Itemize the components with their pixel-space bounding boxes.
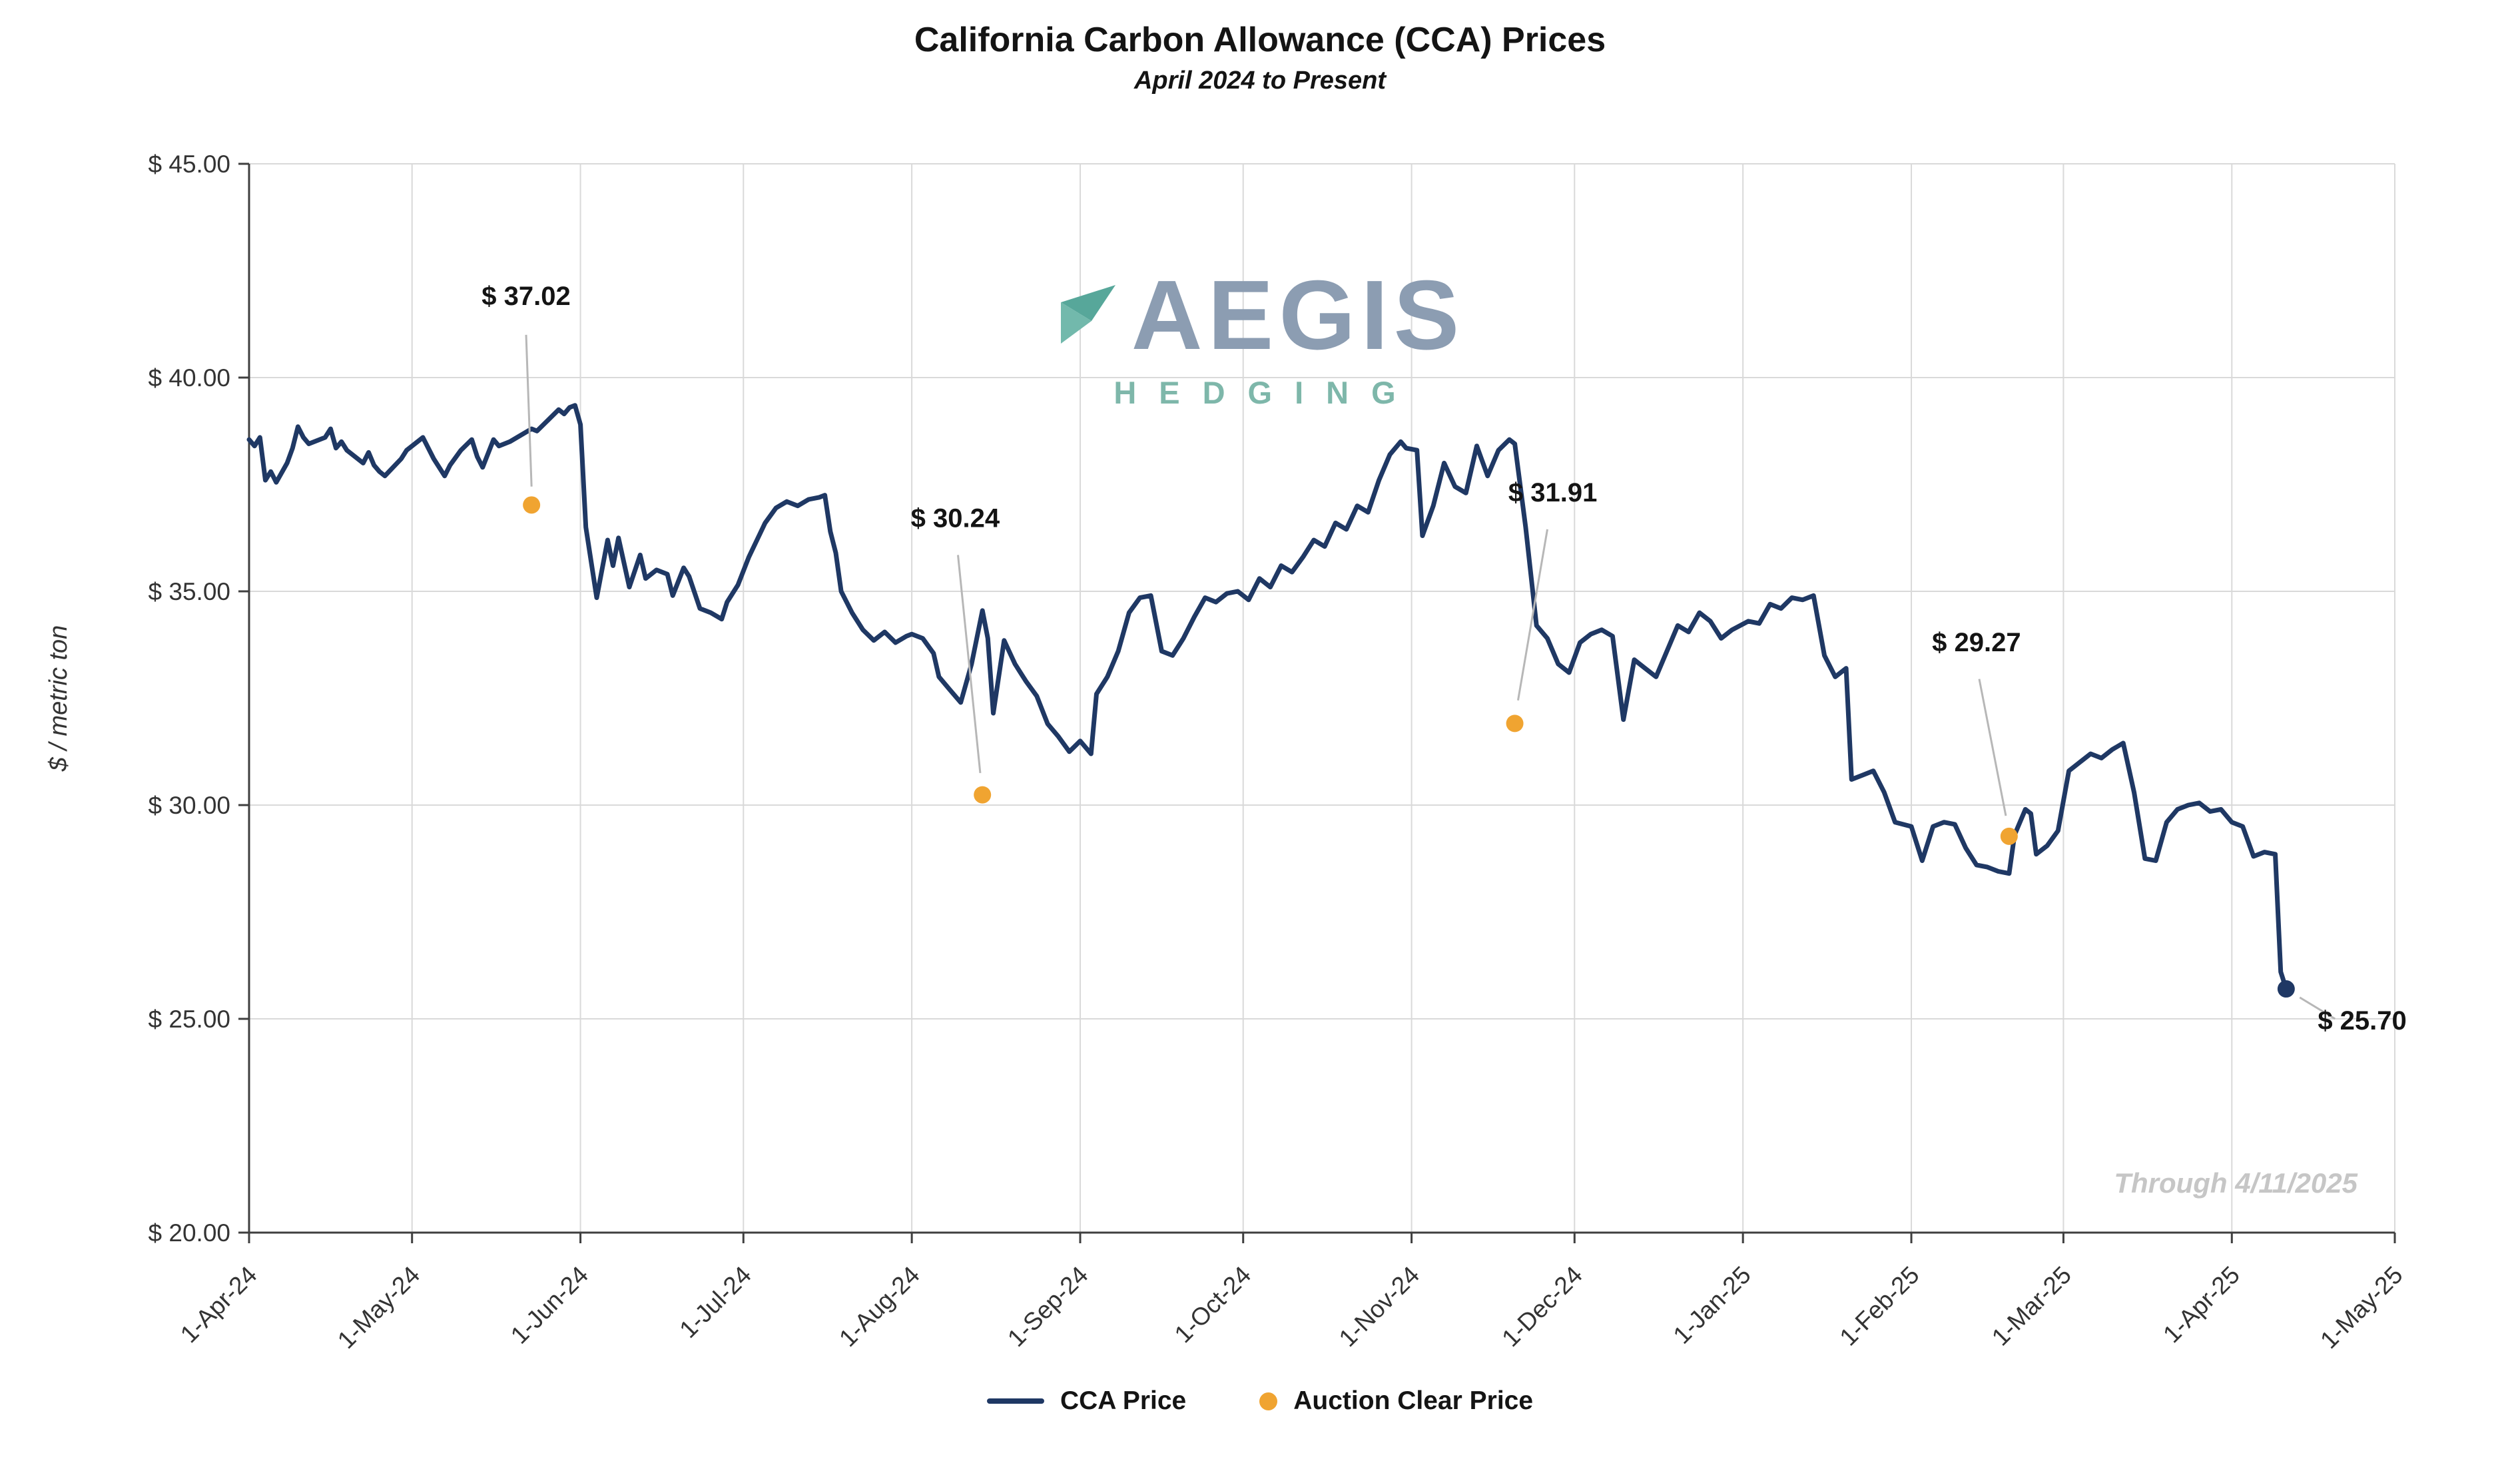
x-tick-label: 1-Jun-24 <box>505 1261 593 1349</box>
y-tick-label: $ 30.00 <box>149 792 230 819</box>
x-tick-label: 1-Jan-25 <box>1668 1261 1756 1349</box>
x-tick-label: 1-Apr-25 <box>2158 1261 2245 1348</box>
x-tick-label: 1-Sep-24 <box>1002 1261 1094 1352</box>
legend-label: Auction Clear Price <box>1293 1386 1534 1415</box>
x-tick-label: 1-Feb-25 <box>1835 1261 1925 1351</box>
chart-legend: CCA Price Auction Clear Price <box>0 1386 2520 1416</box>
page-subtitle: April 2024 to Present <box>1133 67 1387 95</box>
x-tick-label: 1-May-24 <box>332 1261 425 1354</box>
annotation-label: $ 31.91 <box>1508 478 1597 507</box>
annotation-leader <box>1978 679 2007 816</box>
legend-item-auction-clear-price: Auction Clear Price <box>1259 1386 1533 1416</box>
x-tick-label: 1-Nov-24 <box>1334 1261 1425 1352</box>
auction-clear-price-dot <box>523 496 541 514</box>
x-tick-label: 1-Apr-24 <box>175 1261 262 1348</box>
annotation-label: $ 29.27 <box>1932 628 2021 657</box>
legend-swatch-auction-clear-price <box>1259 1392 1278 1410</box>
auction-clear-price-dot <box>974 786 992 804</box>
annotation-label: $ 25.70 <box>2318 1006 2406 1035</box>
legend-item-cca-price: CCA Price <box>986 1386 1187 1416</box>
annotation-leader <box>525 334 533 487</box>
last-price-dot <box>2277 980 2295 998</box>
y-tick-label: $ 40.00 <box>149 364 230 392</box>
x-tick-label: 1-Jul-24 <box>674 1261 757 1344</box>
x-tick-label: 1-Aug-24 <box>834 1261 925 1352</box>
x-tick-label: 1-Mar-25 <box>1987 1261 2076 1351</box>
auction-clear-price-dot <box>1506 715 1524 733</box>
y-tick-label: $ 35.00 <box>149 578 230 605</box>
y-tick-label: $ 20.00 <box>149 1219 230 1247</box>
annotation-leader <box>1516 529 1548 701</box>
annotation-leader <box>2299 996 2336 1020</box>
x-tick-label: 1-Oct-24 <box>1169 1261 1257 1348</box>
x-tick-label: 1-May-25 <box>2315 1261 2407 1354</box>
auction-clear-price-dot <box>2000 827 2018 845</box>
y-axis-title: $ / metric ton <box>45 625 73 772</box>
y-tick-label: $ 25.00 <box>149 1006 230 1033</box>
annotation-label: $ 30.24 <box>911 504 1000 533</box>
x-tick-label: 1-Dec-24 <box>1496 1261 1588 1352</box>
annotation-label: $ 37.02 <box>481 282 570 311</box>
legend-label: CCA Price <box>1060 1386 1187 1415</box>
y-tick-label: $ 45.00 <box>149 150 230 178</box>
footnote: Through 4/11/2025 <box>2114 1167 2358 1199</box>
legend-swatch-cca-price <box>986 1398 1044 1404</box>
page-title: California Carbon Allowance (CCA) Prices <box>914 21 1606 59</box>
annotation-leader <box>956 555 982 774</box>
cca-price-line <box>246 403 2289 992</box>
